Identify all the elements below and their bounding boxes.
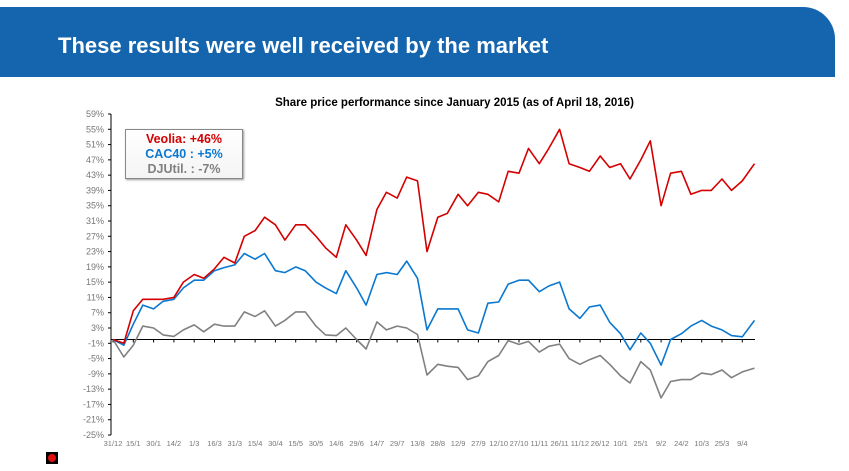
series-line-veolia [112,128,756,345]
x-tick-label: 11/11 [530,439,548,448]
y-tick-label: 3% [91,323,104,333]
slide-title: These results were well received by the … [58,33,549,58]
x-tick-label: 1/3 [189,439,199,448]
y-tick-label: -13% [83,384,104,394]
x-tick-label: 29/7 [390,439,405,448]
x-tick-label: 31/3 [227,439,242,448]
x-tick-label: 14/7 [370,439,385,448]
y-tick-label: 11% [87,292,104,302]
x-tick-label: 30/1 [146,439,161,448]
x-tick-label: 26/12 [591,439,610,448]
x-tick-label: 29/6 [349,439,364,448]
x-tick-label: 27/10 [510,439,529,448]
y-tick-label: -25% [83,430,104,440]
y-tick-label: -17% [83,399,104,409]
chart-legend: Veolia: +46% CAC40 : +5% DJUtil. : -7% [125,129,243,179]
x-tick-label: 25/1 [633,439,648,448]
y-tick-label: -9% [88,369,104,379]
y-tick-label: 39% [86,185,104,195]
legend-cac40: CAC40 : +5% [145,147,223,161]
x-tick-label: 27/9 [471,439,486,448]
y-tick-label: 15% [86,277,104,287]
y-tick-label: -5% [88,354,104,364]
x-tick-label: 15/4 [248,439,263,448]
y-tick-label: 31% [86,216,104,226]
x-tick-label: 16/3 [207,439,222,448]
y-tick-label: 47% [86,155,104,165]
x-tick-label: 10/3 [694,439,709,448]
x-tick-label: 31/12 [104,439,123,448]
x-tick-label: 15/1 [126,439,141,448]
x-tick-label: 9/4 [737,439,747,448]
x-tick-label: 12/9 [451,439,466,448]
x-tick-label: 30/5 [309,439,324,448]
x-tick-label: 28/8 [430,439,445,448]
x-tick-label: 24/2 [674,439,689,448]
x-tick-label: 15/5 [288,439,303,448]
x-tick-label: 14/2 [167,439,182,448]
x-tick-label: 11/12 [571,439,589,448]
series-line-djutil [112,309,755,399]
x-tick-label: 12/10 [489,439,508,448]
y-tick-label: 59% [86,109,104,119]
x-tick-label: 26/11 [550,439,568,448]
x-tick-label: 13/8 [410,439,425,448]
y-tick-label: -21% [83,415,104,425]
logo-icon [46,452,58,464]
legend-veolia: Veolia: +46% [145,132,223,146]
x-tick-label: 30/4 [268,439,283,448]
slide-header: These results were well received by the … [0,7,835,77]
y-tick-label: 19% [86,262,104,272]
y-tick-label: 27% [86,231,104,241]
series-line-cac40 [112,252,756,366]
y-tick-label: 35% [86,201,104,211]
legend-djutil: DJUtil. : -7% [147,162,221,176]
y-tick-label: 7% [91,308,104,318]
y-tick-label: 51% [86,140,104,150]
y-tick-label: 55% [86,124,104,134]
x-tick-label: 25/3 [715,439,730,448]
y-tick-label: -1% [88,338,104,348]
x-tick-label: 10/1 [613,439,628,448]
y-tick-label: 23% [86,247,104,257]
y-tick-label: 43% [86,170,104,180]
chart-title: Share price performance since January 20… [275,97,634,109]
x-tick-label: 9/2 [656,439,666,448]
x-tick-label: 14/6 [329,439,344,448]
